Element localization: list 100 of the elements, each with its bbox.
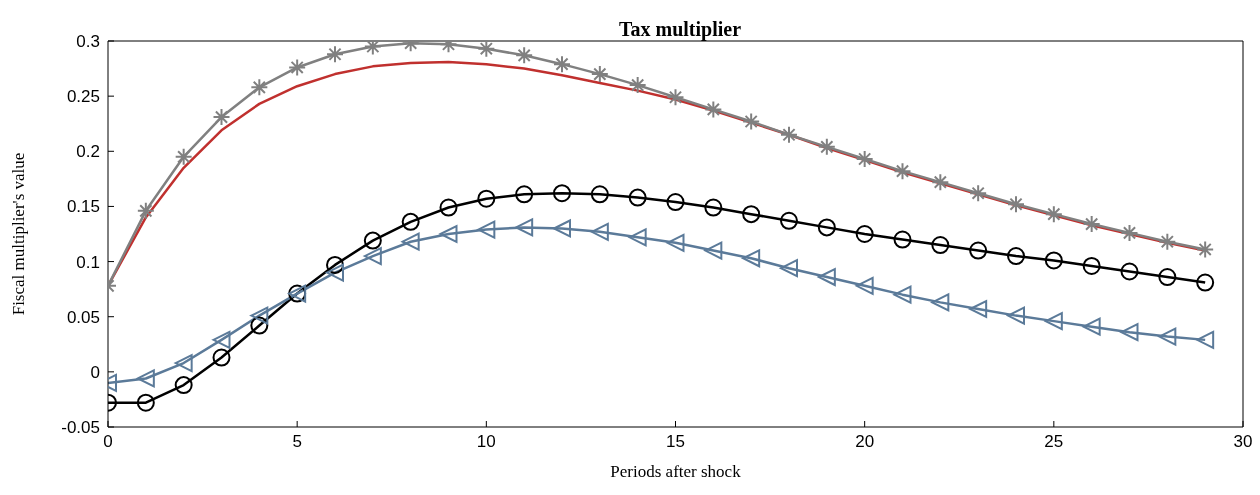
y-tick-label: 0.15 [66, 197, 100, 217]
point [250, 316, 269, 335]
point [363, 41, 382, 56]
point [855, 150, 874, 169]
chart-title: Tax multiplier [617, 18, 743, 41]
y-tick-label: 0.3 [76, 32, 100, 52]
x-tick-label: 20 [855, 432, 875, 452]
point [553, 55, 571, 74]
point [326, 255, 344, 274]
point [1044, 312, 1063, 331]
point [1007, 247, 1025, 266]
point [704, 241, 723, 260]
point [1158, 268, 1177, 287]
point [1044, 251, 1063, 270]
point [666, 233, 685, 252]
point [931, 173, 950, 192]
point [817, 218, 836, 237]
point [401, 212, 420, 231]
point [174, 376, 193, 395]
point [1082, 256, 1101, 275]
point [515, 218, 534, 237]
point [363, 247, 382, 266]
point [704, 100, 723, 119]
y-tick-label: 0.05 [66, 307, 100, 327]
x-tick-label: 0 [103, 432, 113, 452]
point [780, 125, 798, 144]
point [855, 276, 874, 295]
point [477, 41, 496, 58]
point [704, 198, 723, 217]
y-tick-label: -0.05 [61, 418, 100, 438]
point [590, 222, 609, 241]
point [628, 228, 647, 247]
point [931, 236, 950, 255]
y-axis-title: Fiscal multiplier's value [9, 152, 29, 316]
point [439, 198, 458, 217]
point [780, 259, 798, 278]
point [363, 231, 382, 250]
point [1044, 205, 1063, 224]
point [666, 88, 685, 107]
point [817, 268, 836, 287]
point [817, 137, 836, 156]
x-tick-label: 25 [1044, 432, 1064, 452]
point [1007, 306, 1025, 325]
point [212, 330, 231, 349]
point [1007, 195, 1025, 214]
point [477, 189, 496, 208]
x-tick-label: 5 [292, 432, 302, 452]
point [553, 219, 571, 238]
point [742, 249, 761, 268]
point [1120, 262, 1139, 281]
point [742, 205, 761, 224]
point [1196, 240, 1215, 259]
point [628, 188, 647, 207]
point [1082, 317, 1101, 336]
point [326, 263, 344, 282]
point [666, 193, 685, 212]
point [969, 299, 988, 318]
y-tick-label: 0.2 [76, 142, 100, 162]
point [1082, 215, 1101, 234]
point [1196, 273, 1215, 292]
point [515, 46, 534, 65]
point [174, 354, 193, 373]
y-tick-label: 0 [90, 362, 100, 382]
point [136, 393, 155, 412]
point [742, 112, 761, 131]
point [893, 162, 912, 181]
point [969, 184, 988, 203]
point [250, 306, 269, 325]
point [893, 285, 912, 304]
point [969, 241, 988, 260]
point [590, 185, 609, 204]
point [931, 293, 950, 312]
point [1196, 330, 1215, 349]
x-tick-label: 10 [476, 432, 496, 452]
point [628, 76, 647, 95]
point [212, 348, 231, 367]
point [477, 220, 496, 239]
point [136, 369, 155, 388]
point [1120, 323, 1139, 342]
point [250, 78, 269, 97]
point [288, 58, 307, 77]
x-axis-title: Periods after shock [610, 462, 742, 481]
point [1120, 223, 1139, 242]
point [893, 230, 912, 249]
y-tick-label: 0.1 [76, 252, 100, 272]
y-tick-label: 0.25 [66, 87, 100, 107]
point [212, 108, 231, 127]
point [1158, 327, 1177, 346]
x-tick-label: 15 [666, 432, 685, 452]
point [136, 201, 155, 220]
point [1158, 232, 1177, 251]
point [439, 225, 458, 243]
point [515, 185, 534, 204]
point [553, 184, 571, 203]
point [855, 225, 874, 243]
point [590, 65, 609, 84]
point [326, 45, 344, 64]
x-tick-label: 30 [1233, 432, 1253, 452]
point [780, 211, 798, 230]
point [401, 232, 420, 251]
